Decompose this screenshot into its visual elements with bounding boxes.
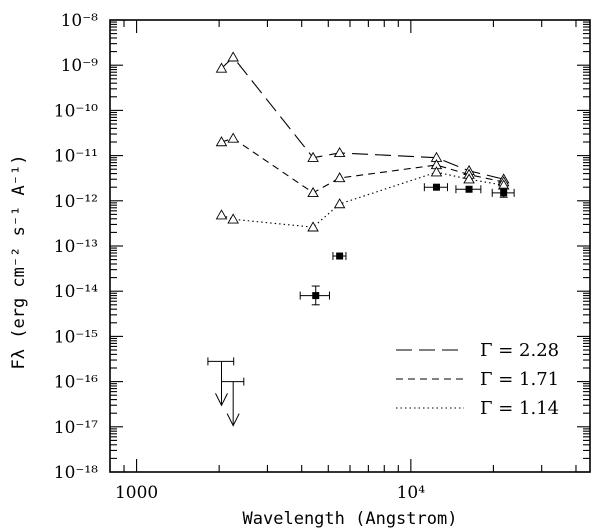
legend: Γ = 2.28 Γ = 1.71 Γ = 1.14 <box>396 340 559 419</box>
y-tick-label: 10⁻¹¹ <box>54 147 98 167</box>
observed-point <box>299 285 330 306</box>
down-arrow-icon <box>215 393 228 407</box>
upper-limit <box>221 377 245 427</box>
y-tick-label: 10⁻¹⁵ <box>54 327 98 347</box>
model-marker <box>430 166 443 177</box>
upper-limits <box>207 357 245 427</box>
observed-point <box>455 185 482 194</box>
y-tick-label: 10⁻⁹ <box>61 56 99 76</box>
y-tick-label: 10⁻¹³ <box>54 237 98 257</box>
model-marker <box>215 209 228 220</box>
y-tick-label: 10⁻¹² <box>54 192 98 212</box>
legend-label: Γ = 1.14 <box>480 398 559 419</box>
y-tick-label: 10⁻¹⁷ <box>54 418 98 438</box>
plot-frame <box>109 19 591 473</box>
model-marker <box>215 62 228 73</box>
y-tick-label: 10⁻¹⁶ <box>54 373 98 393</box>
series-line <box>221 56 504 180</box>
model-marker <box>227 213 239 224</box>
model-marker <box>215 136 228 147</box>
legend-label: Γ = 2.28 <box>480 340 559 361</box>
y-tick-label: 10⁻¹⁸ <box>54 463 98 483</box>
y-tick-label: 10⁻¹⁰ <box>54 101 98 121</box>
y-axis-title: Fλ (erg cm⁻² s⁻¹ A⁻¹) <box>9 155 29 370</box>
model-marker <box>307 221 319 232</box>
series-line <box>221 171 504 228</box>
observed-points <box>299 183 515 306</box>
observed-marker <box>336 252 344 260</box>
y-tick-label: 10⁻¹⁴ <box>54 282 98 302</box>
legend-label: Γ = 1.71 <box>480 369 559 390</box>
axis-ticks: 10⁻¹⁸ 10⁻¹⁷ 10⁻¹⁶ 10⁻¹⁵ 10⁻¹⁴ 10⁻¹³ 10⁻¹² 10⁻¹¹… <box>54 11 590 503</box>
model-marker <box>333 172 346 183</box>
observed-marker <box>432 183 440 191</box>
x-tick-label: 1000 <box>115 483 158 503</box>
observed-marker <box>465 185 473 193</box>
observed-marker <box>500 189 508 197</box>
y-tick-label: 10⁻⁸ <box>61 11 99 31</box>
x-tick-label: 10⁴ <box>397 483 426 503</box>
down-arrow-icon <box>226 413 240 427</box>
series-line <box>221 137 504 194</box>
model-marker <box>307 151 319 162</box>
observed-point <box>491 187 515 198</box>
model-marker <box>463 173 475 184</box>
observed-marker <box>312 292 320 300</box>
model-marker <box>227 51 239 62</box>
x-axis-title: Wavelength (Angstrom) <box>243 509 458 529</box>
model-marker <box>333 198 346 209</box>
model-series <box>215 51 510 232</box>
model-marker <box>227 132 239 143</box>
observed-point <box>332 252 347 261</box>
model-marker <box>333 146 346 158</box>
observed-point <box>423 183 448 192</box>
model-marker <box>307 186 319 198</box>
